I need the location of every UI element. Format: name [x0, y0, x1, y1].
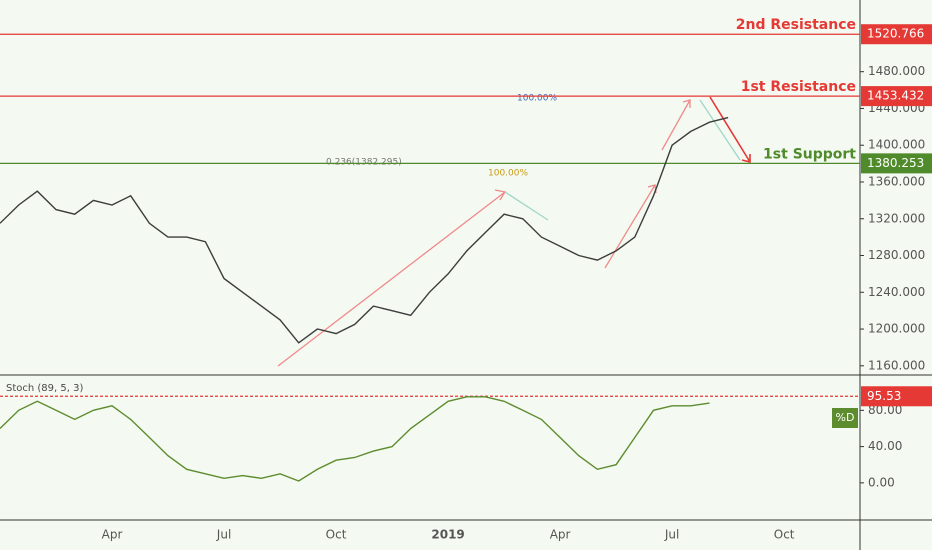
arrow: [504, 191, 549, 221]
x-tick-label: Jul: [216, 528, 231, 542]
y-tick-label: 80.00: [868, 403, 902, 417]
arrow: [661, 99, 691, 151]
y-tick-label: 1320.000: [868, 211, 925, 225]
y-tick-label: 1160.000: [868, 358, 925, 372]
fib-label: 100.00%: [488, 169, 528, 179]
fib-label: 0.236(1382.295): [326, 158, 402, 168]
level-badge: [861, 24, 932, 45]
stoch-line: [0, 396, 710, 482]
level-badge: [861, 86, 932, 107]
x-tick-label: Apr: [550, 528, 571, 542]
arrow: [709, 96, 751, 164]
level-value: 95.53: [867, 389, 901, 403]
x-tick-label: Oct: [774, 528, 795, 542]
level-name: 1st Support: [763, 146, 856, 162]
level-badge: [861, 153, 932, 174]
x-tick-label: Jul: [664, 528, 679, 542]
y-tick-label: 1400.000: [868, 138, 925, 152]
x-tick-label: 2019: [431, 528, 464, 542]
y-tick-label: 1480.000: [868, 64, 925, 78]
level-value: 1520.766: [867, 27, 924, 41]
level-value: 1453.432: [867, 89, 924, 103]
legend-badge: [832, 408, 858, 428]
x-tick-label: Oct: [326, 528, 347, 542]
indicator-title: Stoch (89, 5, 3): [6, 383, 83, 394]
level-name: 1st Resistance: [741, 79, 856, 95]
y-tick-label: 1240.000: [868, 285, 925, 299]
legend-label: %D: [836, 411, 855, 424]
fib-label: 100.00%: [517, 94, 557, 104]
price-line: [0, 116, 729, 344]
y-tick-label: 1200.000: [868, 322, 925, 336]
level-badge: [861, 386, 932, 407]
y-tick-label: 1360.000: [868, 174, 925, 188]
y-tick-label: 40.00: [868, 439, 902, 453]
y-tick-label: 0.00: [868, 475, 895, 489]
x-tick-label: Apr: [102, 528, 123, 542]
level-name: 2nd Resistance: [736, 17, 856, 33]
arrow: [699, 99, 741, 161]
y-tick-label: 1280.000: [868, 248, 925, 262]
level-value: 1380.253: [867, 156, 924, 170]
